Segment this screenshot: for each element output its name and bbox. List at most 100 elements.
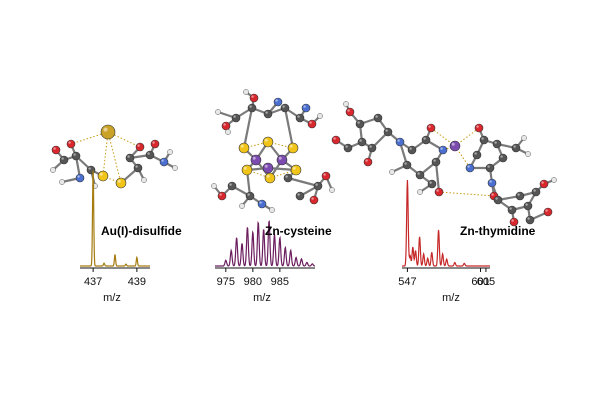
spectrum-trace bbox=[402, 179, 490, 267]
spectrum-trace bbox=[80, 170, 150, 267]
atom-highlight bbox=[513, 145, 516, 148]
spectrum-trace bbox=[215, 220, 316, 267]
atom-highlight bbox=[357, 121, 360, 124]
atom-c bbox=[231, 113, 241, 123]
atom-c bbox=[507, 205, 517, 215]
atom-highlight bbox=[289, 144, 293, 148]
atom-highlight bbox=[243, 166, 247, 170]
atom-highlight bbox=[147, 152, 150, 155]
atom-highlight bbox=[525, 203, 528, 206]
atom-h bbox=[343, 101, 349, 107]
contact-line bbox=[107, 131, 141, 148]
x-tick-label: 985 bbox=[271, 276, 289, 288]
atom-highlight bbox=[347, 109, 350, 112]
atom-highlight bbox=[509, 207, 512, 210]
atom-highlight bbox=[433, 159, 436, 162]
atom-highlight bbox=[315, 183, 318, 186]
atom-c bbox=[71, 151, 81, 161]
atom-highlight bbox=[333, 137, 336, 140]
atom-highlight bbox=[259, 201, 262, 204]
x-axis-label-zn-thymidine: m/z bbox=[442, 292, 460, 304]
atom-highlight bbox=[247, 193, 250, 196]
atom-c bbox=[515, 191, 525, 201]
atom-h bbox=[167, 149, 173, 155]
atom-h bbox=[389, 169, 395, 175]
atom-h bbox=[521, 135, 527, 141]
atom-c bbox=[427, 179, 437, 189]
atom-highlight bbox=[219, 193, 222, 196]
atom-highlight bbox=[275, 99, 278, 102]
atom-h bbox=[172, 165, 178, 171]
atom-c bbox=[492, 139, 502, 149]
atom-s bbox=[287, 142, 299, 154]
atom-highlight bbox=[375, 115, 378, 118]
atom-c bbox=[472, 150, 482, 160]
atom-highlight bbox=[409, 147, 412, 150]
atom-n bbox=[75, 173, 85, 183]
atom-n bbox=[487, 178, 497, 188]
atom-s bbox=[238, 142, 250, 154]
atom-highlight bbox=[423, 137, 426, 140]
atom-highlight bbox=[266, 174, 270, 178]
atom-s bbox=[115, 177, 127, 189]
atom-o bbox=[307, 119, 317, 129]
atom-o bbox=[150, 139, 160, 149]
atom-c bbox=[125, 153, 135, 163]
atom-h bbox=[329, 187, 335, 193]
x-axis-label-au: m/z bbox=[103, 292, 121, 304]
atom-highlight bbox=[77, 175, 80, 178]
x-tick-label: 980 bbox=[244, 276, 262, 288]
atom-n bbox=[301, 103, 311, 113]
atom-c bbox=[493, 195, 503, 205]
atom-highlight bbox=[487, 165, 490, 168]
atom-h bbox=[215, 109, 221, 115]
atom-c bbox=[227, 181, 237, 191]
atom-o bbox=[426, 123, 436, 133]
atom-h bbox=[141, 177, 147, 183]
atom-highlight bbox=[309, 121, 312, 124]
atom-zn bbox=[276, 154, 288, 166]
atom-h bbox=[59, 179, 65, 185]
atom-c bbox=[373, 113, 383, 123]
x-tick-label: 439 bbox=[128, 276, 146, 288]
atom-highlight bbox=[428, 125, 431, 128]
molecule-au bbox=[50, 124, 178, 189]
atom-o bbox=[474, 123, 484, 133]
contact-line bbox=[107, 131, 122, 184]
atom-highlight bbox=[127, 155, 130, 158]
atom-c bbox=[133, 163, 143, 173]
atom-h bbox=[317, 113, 323, 119]
atom-highlight bbox=[345, 145, 348, 148]
contact-line bbox=[438, 191, 495, 197]
atom-highlight bbox=[440, 147, 443, 150]
atom-c bbox=[357, 137, 367, 147]
atom-highlight bbox=[292, 166, 296, 170]
atom-h bbox=[225, 129, 231, 135]
atom-highlight bbox=[491, 193, 494, 196]
atom-o bbox=[217, 191, 227, 201]
x-tick-label: 437 bbox=[84, 276, 102, 288]
atom-o bbox=[321, 171, 331, 181]
x-tick-label: 975 bbox=[217, 276, 235, 288]
atom-highlight bbox=[429, 181, 432, 184]
atom-c bbox=[280, 103, 290, 113]
atom-au bbox=[100, 124, 116, 140]
atom-highlight bbox=[517, 193, 520, 196]
atom-o bbox=[434, 187, 444, 197]
atom-highlight bbox=[397, 139, 400, 142]
atom-c bbox=[421, 135, 431, 145]
atom-c bbox=[523, 201, 533, 211]
atom-c bbox=[343, 143, 353, 153]
atom-c bbox=[531, 187, 541, 197]
atom-c bbox=[485, 163, 495, 173]
atom-highlight bbox=[117, 179, 121, 183]
atom-o bbox=[539, 179, 549, 189]
atom-highlight bbox=[278, 156, 282, 160]
atom-h bbox=[551, 177, 557, 183]
atom-highlight bbox=[264, 138, 268, 142]
atom-highlight bbox=[369, 145, 372, 148]
atom-highlight bbox=[61, 157, 64, 160]
atom-highlight bbox=[476, 125, 479, 128]
